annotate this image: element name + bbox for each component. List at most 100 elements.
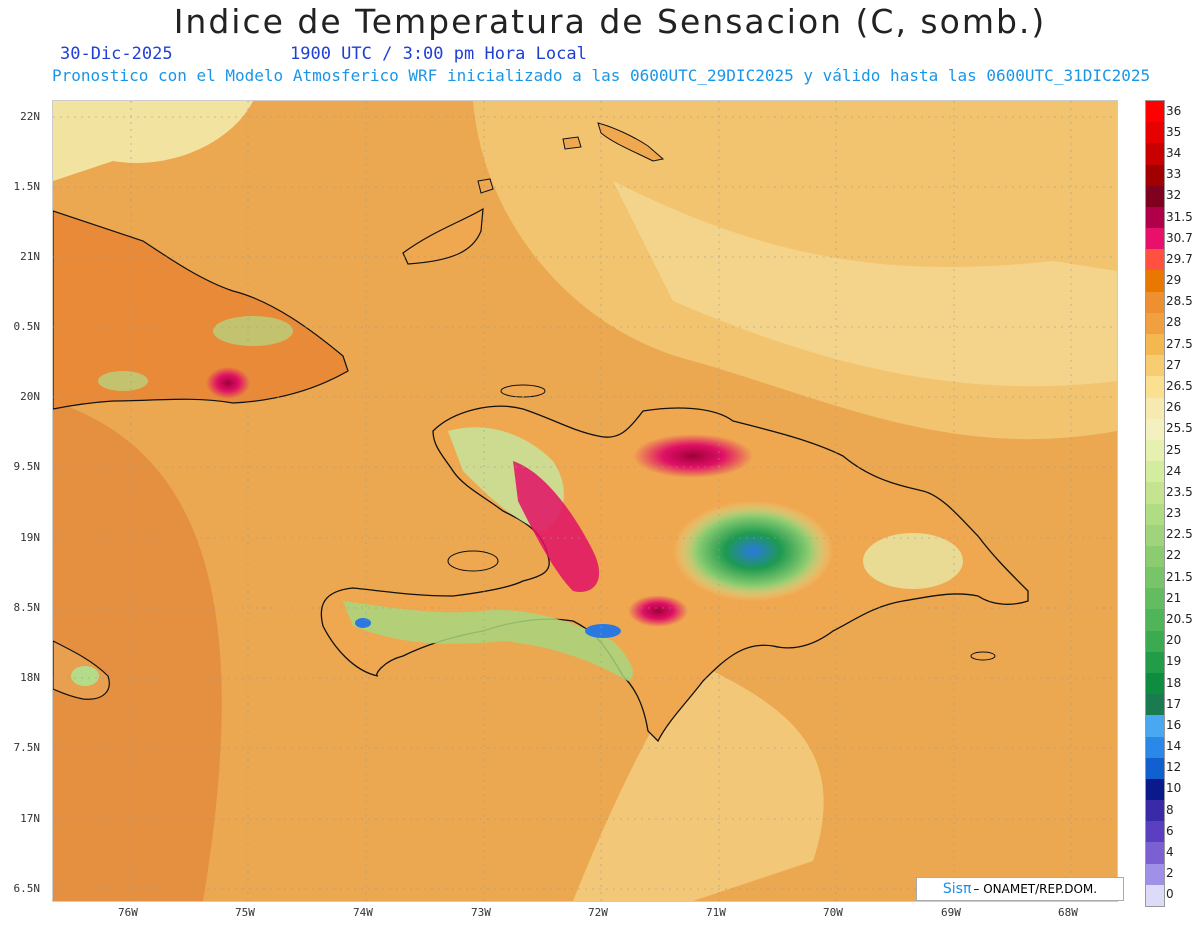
colorbar-label: 22.5 [1166, 527, 1193, 542]
colorbar-label: 16 [1166, 717, 1182, 732]
credit-text: – ONAMET/REP.DOM. [973, 882, 1098, 896]
caicos-islands-west [562, 136, 582, 150]
colorbar-label: 21.5 [1166, 569, 1193, 584]
lon-label: 71W [706, 906, 726, 919]
colorbar-label: 33 [1166, 167, 1182, 182]
lon-label: 76W [118, 906, 138, 919]
lat-label: 22N [20, 110, 40, 123]
lat-label: 1.5N [13, 180, 41, 193]
lon-label: 70W [823, 906, 843, 919]
sispi-logo: Sisπ [942, 881, 972, 897]
caicos-islands [597, 122, 665, 162]
great-inagua-island [402, 207, 484, 265]
colorbar-segment [1146, 503, 1164, 526]
cuba-green-patch [213, 316, 293, 346]
enriquillo-hotspot [628, 595, 688, 627]
haiti-green-south [343, 601, 633, 681]
colorbar-label: 29 [1166, 273, 1182, 288]
colorbar-segment [1146, 567, 1164, 589]
lat-label: 0.5N [13, 320, 41, 333]
colorbar-label: 23.5 [1166, 484, 1193, 499]
colorbar-segment [1146, 206, 1164, 229]
lon-label: 69W [941, 906, 961, 919]
colorbar-segment [1146, 270, 1164, 293]
lat-label: 8.5N [13, 601, 41, 614]
colorbar-segment [1146, 312, 1164, 335]
colorbar [1145, 100, 1165, 907]
colorbar-segment [1146, 355, 1164, 377]
colorbar-label: 34 [1166, 145, 1182, 160]
colorbar-label: 17 [1166, 696, 1182, 711]
colorbar-label: 29.7 [1166, 251, 1193, 266]
ocean-cool-east [613, 181, 1117, 387]
colorbar-segment [1146, 863, 1164, 886]
chart-title: Indice de Temperatura de Sensacion (C, s… [173, 2, 1047, 41]
tortuga-island [500, 384, 546, 398]
colorbar-segment [1146, 397, 1164, 420]
colorbar-segment [1146, 334, 1164, 356]
colorbar-segment [1146, 672, 1164, 695]
colorbar-label: 22 [1166, 548, 1182, 563]
lon-label: 68W [1058, 906, 1078, 919]
lat-label: 21N [20, 250, 40, 263]
colorbar-label: 26 [1166, 400, 1182, 415]
ocean-warm-band-west [53, 401, 222, 901]
cuba-hotspot [206, 367, 250, 399]
colorbar-label: 24 [1166, 463, 1182, 478]
colorbar-segment [1146, 164, 1164, 187]
colorbar-segment [1146, 651, 1164, 674]
colorbar-label: 28 [1166, 315, 1182, 330]
colorbar-segment [1146, 439, 1164, 462]
model-description: Pronostico con el Modelo Atmosferico WRF… [52, 66, 1151, 85]
cuba-green-patch-2 [98, 371, 148, 391]
colorbar-label: 19 [1166, 654, 1182, 669]
colorbar-segment [1146, 249, 1164, 271]
lat-label: 7.5N [13, 741, 41, 754]
lat-grid [53, 116, 1117, 890]
lat-label: 6.5N [13, 882, 41, 895]
colorbar-label: 28.5 [1166, 294, 1193, 309]
colorbar-segment [1146, 101, 1164, 123]
cordillera-green [673, 501, 833, 601]
colorbar-label: 20 [1166, 633, 1182, 648]
colorbar-segment [1146, 630, 1164, 653]
colorbar-label: 20.5 [1166, 612, 1193, 626]
colorbar-segment [1146, 228, 1164, 250]
map-svg [53, 101, 1117, 901]
haiti-blue-spot [585, 624, 621, 638]
colorbar-segment [1146, 736, 1164, 759]
lat-label: 18N [20, 671, 40, 684]
colorbar-label: 12 [1166, 760, 1182, 775]
colorbar-segment [1146, 545, 1164, 568]
colorbar-label: 8 [1166, 802, 1174, 817]
colorbar-segment [1146, 588, 1164, 610]
colorbar-segment [1146, 524, 1164, 547]
colorbar-segment [1146, 609, 1164, 632]
colorbar-segment [1146, 800, 1164, 822]
ocean-northwest-pale [53, 101, 253, 181]
lon-label: 72W [588, 906, 608, 919]
colorbar-label: 0 [1166, 887, 1174, 902]
colorbar-segment [1146, 143, 1164, 166]
lon-grid [130, 101, 1072, 901]
cuba-landmass [53, 210, 349, 410]
east-dr-green [863, 533, 963, 589]
colorbar-label: 27.5 [1166, 336, 1193, 351]
colorbar-label: 23 [1166, 506, 1182, 521]
colorbar-label: 14 [1166, 739, 1182, 754]
colorbar-label: 25.5 [1166, 421, 1193, 436]
colorbar-label: 27 [1166, 357, 1182, 372]
colorbar-segment [1146, 821, 1164, 843]
jamaica-green [71, 666, 99, 686]
colorbar-label: 10 [1166, 781, 1182, 796]
colorbar-label: 32 [1166, 188, 1182, 203]
colorbar-segment [1146, 122, 1164, 144]
forecast-date: 30-Dic-2025 [60, 44, 173, 64]
lat-label: 20N [20, 390, 40, 403]
colorbar-label: 36 [1166, 103, 1182, 118]
lat-label: 17N [20, 812, 40, 825]
colorbar-label: 21 [1166, 590, 1182, 605]
lon-label: 73W [471, 906, 491, 919]
colorbar-segment [1146, 461, 1164, 483]
haiti-hot-central [513, 461, 600, 592]
